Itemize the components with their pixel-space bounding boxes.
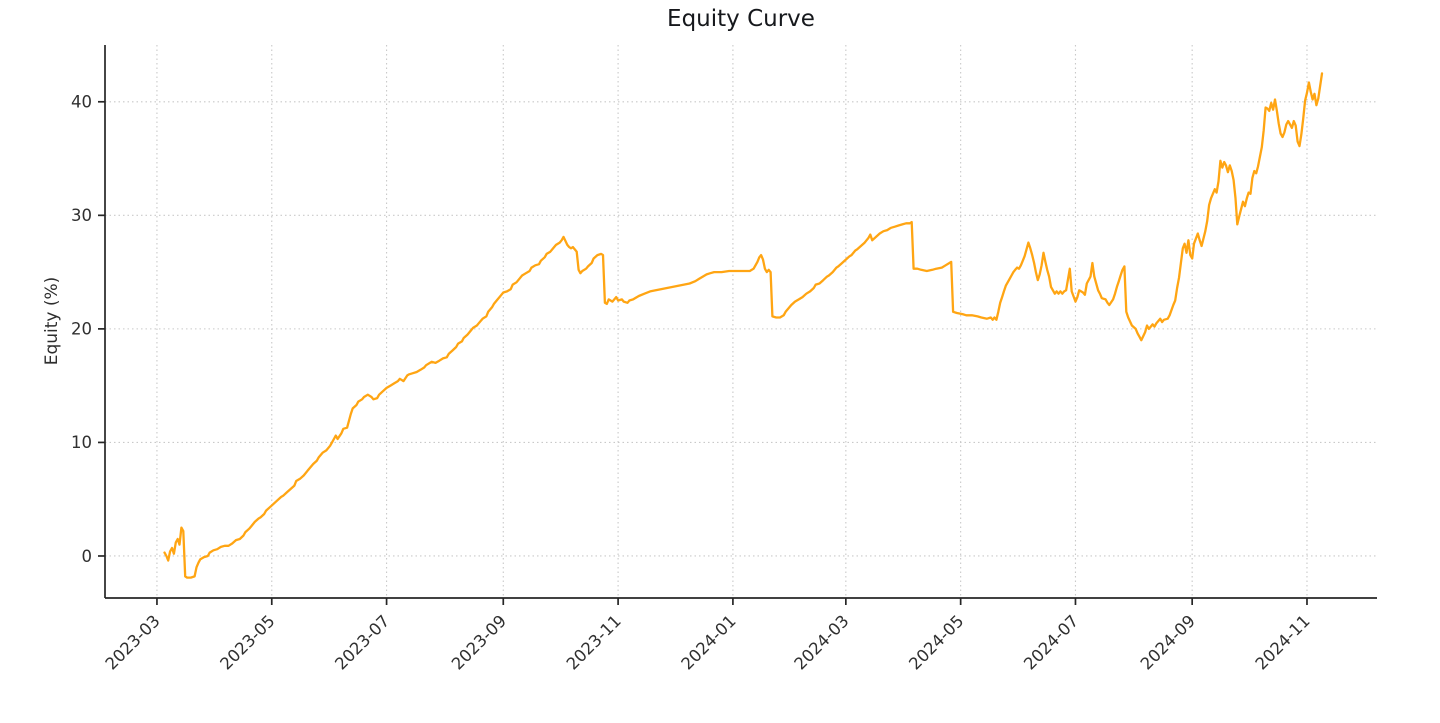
series-layer bbox=[163, 72, 1324, 579]
y-axis-label: Equity (%) bbox=[42, 276, 62, 366]
y-tick-label: 30 bbox=[71, 206, 92, 225]
x-tick-label: 2024-09 bbox=[1137, 611, 1199, 673]
x-tick-label: 2023-05 bbox=[216, 611, 278, 673]
equity-line bbox=[163, 72, 1324, 579]
x-tick-label: 2023-09 bbox=[448, 611, 510, 673]
axis-layer bbox=[98, 45, 1377, 605]
y-tick-label: 0 bbox=[82, 547, 93, 566]
x-tick-label: 2024-05 bbox=[905, 611, 967, 673]
tick-label-layer: 0 10 20 30 40 2023-03 2023-05 2023-07 2023-09 202… bbox=[71, 93, 1314, 674]
y-tick-label: 40 bbox=[71, 93, 92, 112]
x-tick-label: 2024-03 bbox=[790, 611, 852, 673]
x-tick-label: 2023-07 bbox=[331, 611, 393, 673]
y-tick-label: 10 bbox=[71, 433, 92, 452]
chart-title: Equity Curve bbox=[667, 6, 815, 32]
x-tick-label: 2024-07 bbox=[1020, 611, 1082, 673]
x-tick-label: 2023-03 bbox=[102, 611, 164, 673]
x-tick-label: 2023-11 bbox=[563, 611, 625, 673]
x-tick-label: 2024-11 bbox=[1252, 611, 1314, 673]
y-tick-label: 20 bbox=[71, 320, 92, 339]
x-tick-label: 2024-01 bbox=[678, 611, 740, 673]
grid-layer bbox=[105, 45, 1377, 598]
